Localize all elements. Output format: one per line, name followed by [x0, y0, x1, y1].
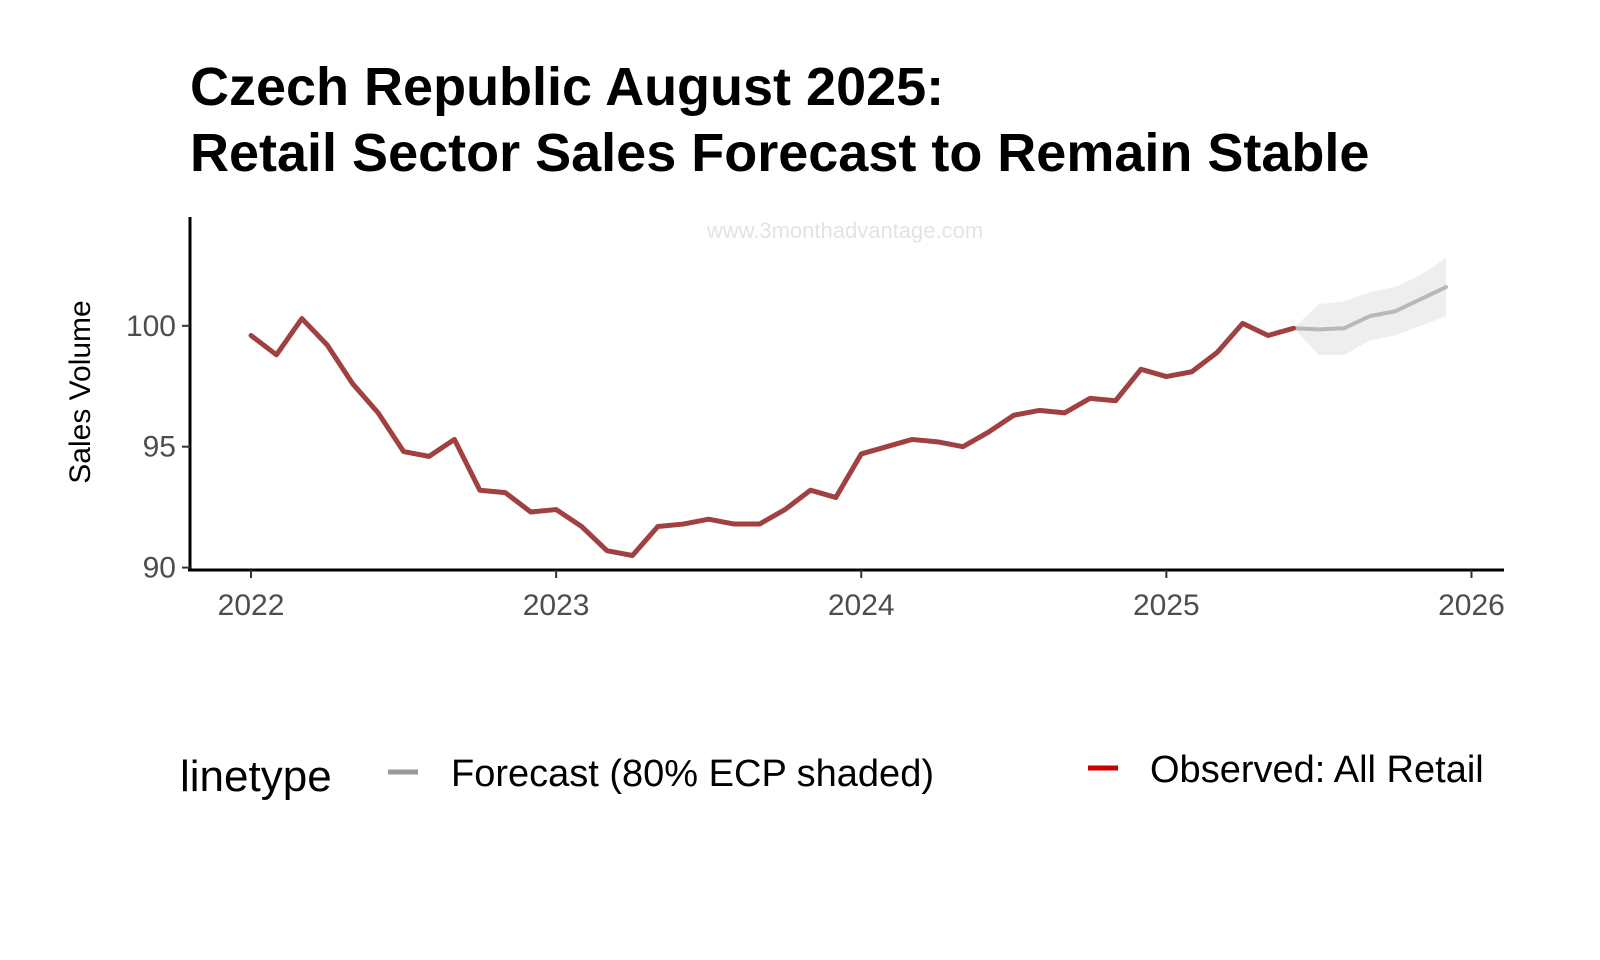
legend: linetype Forecast (80% ECP shaded) Obser… — [180, 749, 1484, 801]
forecast-interval-band — [1293, 258, 1447, 355]
chart-title: Czech Republic August 2025: Retail Secto… — [190, 54, 1369, 186]
y-tick-label: 100 — [126, 310, 176, 343]
y-tick-label: 95 — [143, 431, 176, 464]
x-tick-label: 2022 — [218, 589, 285, 622]
x-ticks: 2022 2023 2024 2025 2026 — [218, 570, 1505, 622]
chart-title-line-2: Retail Sector Sales Forecast to Remain S… — [190, 123, 1370, 183]
series-line-observed — [248, 316, 1297, 558]
chart-title-line-1: Czech Republic August 2025: — [190, 57, 945, 117]
y-ticks: 90 95 100 — [126, 310, 190, 585]
x-tick-label: 2026 — [1438, 589, 1505, 622]
x-tick-label: 2023 — [523, 589, 590, 622]
series-line-forecast — [1291, 285, 1449, 332]
legend-label-forecast: Forecast (80% ECP shaded) — [451, 753, 934, 795]
legend-title: linetype — [180, 752, 332, 801]
y-axis-label: Sales Volume — [64, 300, 97, 483]
x-tick-label: 2024 — [828, 589, 895, 622]
y-tick-label: 90 — [143, 552, 176, 585]
watermark: www.3monthadvantage.com — [706, 218, 983, 243]
forecast-band-layer — [1293, 258, 1447, 355]
legend-label-observed: Observed: All Retail — [1150, 749, 1484, 791]
x-tick-label: 2025 — [1133, 589, 1200, 622]
series-layer — [248, 285, 1449, 558]
